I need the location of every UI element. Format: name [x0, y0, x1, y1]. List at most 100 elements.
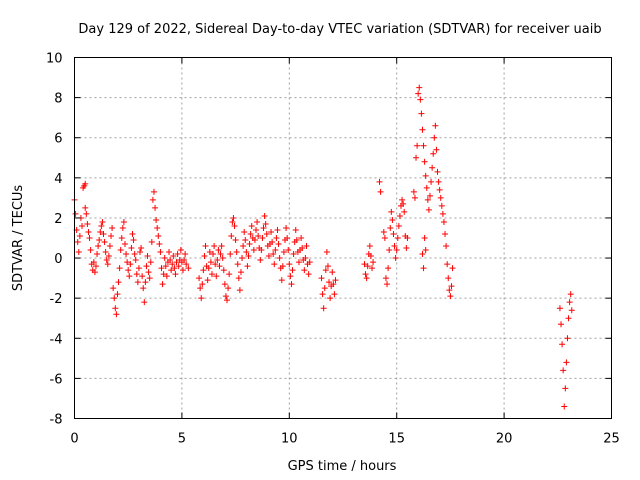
data-point [127, 261, 134, 268]
data-point [116, 265, 123, 272]
data-point [214, 257, 221, 264]
data-point [275, 241, 282, 248]
data-point [85, 228, 92, 235]
x-tick-labels: 0 5 10 15 20 25 [70, 432, 619, 447]
y-tick-label: 8 [54, 92, 62, 107]
data-point [270, 251, 277, 258]
data-point [101, 239, 108, 246]
data-point [305, 271, 312, 278]
data-point [562, 385, 569, 392]
data-point [446, 287, 453, 294]
data-point [210, 251, 217, 258]
data-point [323, 249, 330, 256]
data-point [368, 265, 375, 272]
y-tick-label: -2 [50, 292, 63, 307]
data-point [128, 245, 135, 252]
y-tick-label: 2 [54, 212, 62, 227]
data-point [250, 247, 257, 254]
data-point [362, 271, 369, 278]
x-axis-label: GPS time / hours [288, 459, 397, 474]
data-point [424, 196, 431, 203]
data-point [329, 269, 336, 276]
data-point [332, 277, 339, 284]
data-point [239, 255, 246, 262]
data-point [124, 259, 131, 266]
data-point [104, 261, 111, 268]
data-point [448, 283, 455, 290]
data-point [196, 275, 203, 282]
data-point [287, 273, 294, 280]
data-point [414, 142, 421, 149]
data-point [437, 194, 444, 201]
data-point [326, 279, 333, 286]
data-point [197, 285, 204, 292]
data-point [431, 134, 438, 141]
data-point [157, 249, 164, 256]
data-point [72, 210, 79, 217]
data-point [416, 84, 423, 91]
data-point [561, 403, 568, 410]
data-point [245, 253, 252, 260]
data-point [150, 188, 157, 195]
data-point [86, 235, 93, 241]
data-point [233, 249, 240, 256]
data-point [363, 275, 370, 282]
plot-frame [74, 57, 612, 419]
data-point [200, 267, 207, 274]
data-point [149, 196, 156, 203]
data-point [163, 273, 170, 280]
data-point [420, 265, 427, 272]
data-point [260, 224, 267, 231]
data-point [440, 218, 447, 225]
data-point [117, 247, 124, 254]
data-point [135, 265, 142, 272]
data-point [330, 281, 337, 288]
data-point [147, 259, 154, 266]
data-point [279, 263, 286, 270]
data-point [204, 277, 211, 284]
data-point [237, 269, 244, 276]
data-point [331, 291, 338, 298]
data-point [205, 265, 212, 272]
data-point [103, 257, 110, 264]
y-axis-label: SDTVAR / TECUs [11, 185, 26, 292]
data-point [131, 251, 138, 258]
data-point [119, 224, 126, 231]
data-point [226, 271, 233, 278]
data-point [280, 249, 287, 256]
data-point [172, 271, 179, 278]
data-point [559, 341, 566, 348]
data-point [108, 232, 115, 239]
y-tick-label: -6 [50, 372, 63, 387]
data-point [222, 293, 229, 300]
data-point [246, 241, 253, 248]
data-point [413, 154, 420, 161]
data-point [247, 230, 254, 237]
data-point [292, 226, 299, 233]
data-point [241, 228, 248, 235]
data-point [242, 237, 249, 244]
data-point [403, 245, 410, 252]
data-point [82, 180, 89, 187]
data-point [422, 247, 429, 254]
data-point [75, 249, 82, 256]
data-point [321, 285, 328, 292]
data-point [170, 253, 177, 260]
data-point [421, 158, 428, 165]
data-point [236, 287, 243, 294]
data-point [258, 247, 265, 254]
data-point [160, 271, 167, 278]
data-point [148, 239, 155, 246]
data-point [429, 164, 436, 171]
data-point [79, 222, 86, 229]
data-point [224, 297, 231, 304]
data-point [438, 202, 445, 209]
data-point [306, 259, 313, 266]
data-point [392, 255, 399, 262]
data-point [380, 228, 387, 235]
data-point [169, 261, 176, 268]
data-point [118, 235, 125, 241]
data-point [215, 247, 222, 254]
data-point [153, 216, 160, 223]
data-point [220, 267, 227, 274]
